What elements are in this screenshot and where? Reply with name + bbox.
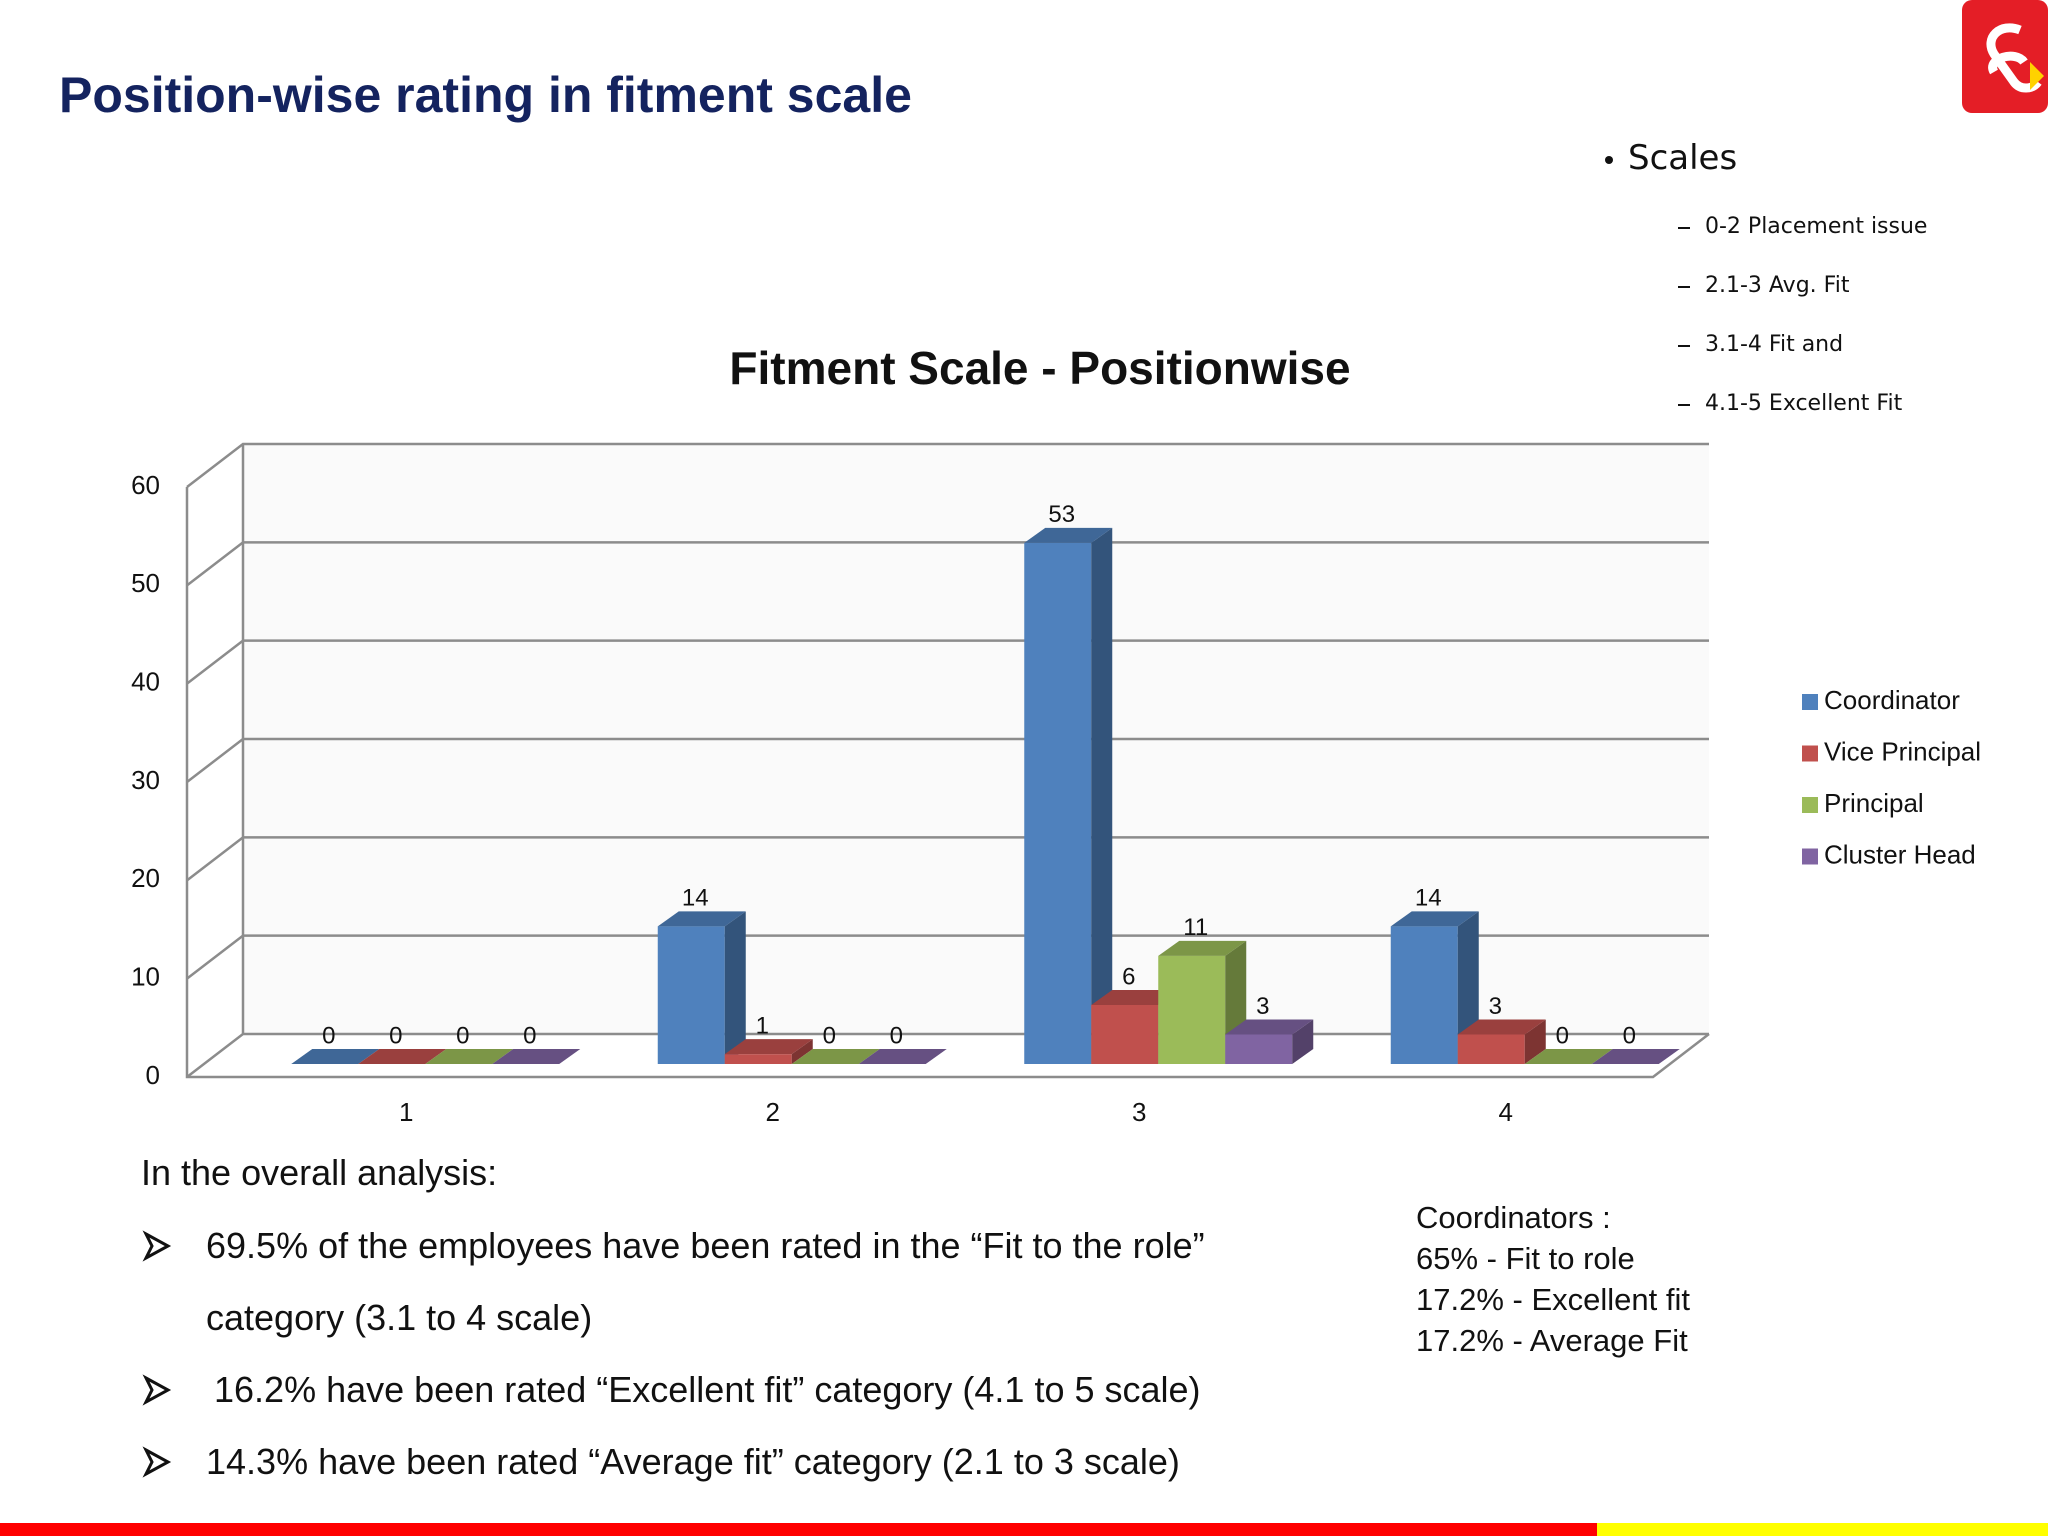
slide-title: Position-wise rating in fitment scale [59, 67, 912, 123]
bar-side [1524, 1019, 1546, 1064]
coordinator-note: 17.2% - Excellent fit [1416, 1282, 1690, 1317]
value-label: 6 [1122, 963, 1135, 990]
logo-accent [2030, 62, 2044, 90]
bar-front [724, 1054, 792, 1064]
bar-front [1091, 1005, 1159, 1064]
y-tick-label: 50 [131, 568, 160, 598]
bar-top [358, 1049, 447, 1064]
scale-item: 3.1-4 Fit and [1705, 332, 1844, 357]
legend-label: Cluster Head [1824, 839, 1976, 869]
scale-item: 4.1-5 Excellent Fit [1705, 391, 1903, 416]
legend-swatch [1802, 797, 1818, 813]
value-label: 0 [1556, 1022, 1569, 1049]
bar-front [1024, 542, 1092, 1064]
x-tick-label: 4 [1499, 1097, 1513, 1127]
axis-frame [185, 444, 1710, 1079]
bar-top [1091, 990, 1180, 1005]
bar-front [1457, 1034, 1525, 1064]
bar-front [657, 926, 725, 1064]
bar-side [1091, 527, 1113, 1064]
value-label: 53 [1048, 501, 1075, 528]
bar-top [791, 1049, 880, 1064]
y-tick-label: 0 [146, 1060, 160, 1090]
bar-top [1591, 1049, 1680, 1064]
legend-label: Vice Principal [1824, 736, 1981, 766]
bar-top [1225, 1019, 1314, 1035]
footer-stripe [0, 1523, 1597, 1536]
bullet-dot [1605, 156, 1613, 164]
bar-top [492, 1049, 581, 1064]
value-label: 0 [890, 1022, 903, 1049]
scale-item: 0-2 Placement issue [1705, 214, 1928, 239]
y-tick-label: 40 [131, 667, 160, 697]
bar-side [791, 1039, 813, 1064]
legend-label: Coordinator [1824, 685, 1960, 715]
legend-swatch [1802, 694, 1818, 710]
y-tick-label: 10 [131, 962, 160, 992]
value-label: 1 [756, 1013, 769, 1040]
value-label: 0 [389, 1022, 402, 1049]
analysis-bullet: 14.3% have been rated “Average fit” cate… [206, 1441, 1180, 1482]
bar-top [1024, 527, 1113, 543]
value-label: 11 [1183, 914, 1208, 941]
scale-item: 2.1-3 Avg. Fit [1705, 273, 1850, 298]
bar-front [1390, 926, 1458, 1064]
bar-top [425, 1049, 514, 1064]
value-label: 0 [456, 1022, 469, 1049]
coordinator-note: 17.2% - Average Fit [1416, 1323, 1688, 1358]
bar-top [1457, 1019, 1546, 1035]
legend-swatch [1802, 848, 1818, 865]
bar-top [1158, 940, 1247, 956]
analysis-bullet: 16.2% have been rated “Excellent fit” ca… [214, 1369, 1201, 1410]
bar-side [724, 911, 746, 1064]
value-label: 0 [322, 1022, 335, 1049]
coordinator-note: Coordinators : [1416, 1200, 1611, 1235]
legend-label: Principal [1824, 788, 1924, 818]
bar-top [657, 911, 746, 927]
bar-top [1524, 1049, 1613, 1064]
analysis-heading: In the overall analysis: [141, 1152, 498, 1193]
footer-stripe [1597, 1523, 2048, 1536]
chart-title: Fitment Scale - Positionwise [729, 342, 1350, 394]
x-tick-label: 2 [766, 1097, 780, 1127]
bar-top [724, 1039, 813, 1055]
x-tick-label: 1 [399, 1097, 413, 1127]
value-label: 14 [682, 885, 709, 912]
bar-front [1158, 955, 1226, 1064]
scales-heading: Scales [1628, 138, 1738, 178]
y-tick-label: 60 [131, 470, 160, 500]
value-label: 3 [1256, 993, 1269, 1020]
bar-front [1225, 1034, 1293, 1064]
bar-side [1292, 1019, 1314, 1064]
bar-top [291, 1049, 380, 1064]
legend-swatch [1802, 745, 1818, 762]
value-label: 0 [1623, 1022, 1636, 1049]
x-tick-label: 3 [1132, 1097, 1146, 1127]
coordinator-note: 65% - Fit to role [1416, 1241, 1635, 1276]
analysis-bullet: 69.5% of the employees have been rated i… [206, 1225, 1205, 1338]
value-label: 0 [823, 1022, 836, 1049]
y-tick-label: 20 [131, 863, 160, 893]
bar-top [858, 1049, 947, 1064]
value-label: 3 [1489, 993, 1502, 1020]
y-tick-label: 30 [131, 765, 160, 795]
value-label: 14 [1415, 885, 1442, 912]
analysis-arrows [142, 1230, 172, 1478]
value-label: 0 [523, 1022, 536, 1049]
bar-top [1390, 911, 1479, 927]
